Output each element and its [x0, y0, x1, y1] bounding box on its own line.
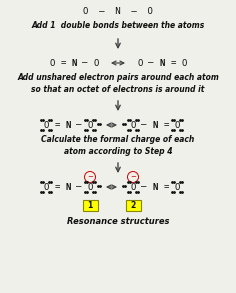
- Text: N: N: [152, 183, 158, 192]
- Text: N: N: [71, 59, 77, 67]
- Text: —: —: [141, 120, 147, 130]
- Text: Resonance structures: Resonance structures: [67, 217, 169, 226]
- Text: —: —: [76, 120, 82, 130]
- Text: O  —  N  —  O: O — N — O: [83, 8, 153, 16]
- Text: N: N: [65, 183, 71, 192]
- Text: Calculate the formal charge of each: Calculate the formal charge of each: [41, 135, 195, 144]
- Text: =: =: [54, 183, 60, 192]
- Text: −: −: [87, 174, 93, 180]
- Text: O: O: [87, 183, 93, 192]
- Text: 2: 2: [130, 200, 136, 209]
- Text: =: =: [60, 59, 66, 67]
- Text: —: —: [76, 183, 82, 192]
- Text: so that an octet of electrons is around it: so that an octet of electrons is around …: [31, 84, 205, 93]
- Text: =: =: [163, 120, 169, 130]
- Text: N: N: [159, 59, 165, 67]
- Text: =: =: [170, 59, 176, 67]
- FancyBboxPatch shape: [126, 200, 140, 210]
- Text: 1: 1: [87, 200, 93, 209]
- Text: O: O: [130, 183, 136, 192]
- Text: O: O: [49, 59, 55, 67]
- Text: atom according to Step 4: atom according to Step 4: [64, 146, 172, 156]
- Text: O: O: [130, 120, 136, 130]
- Text: O: O: [181, 59, 187, 67]
- Text: Add unshared electron pairs around each atom: Add unshared electron pairs around each …: [17, 74, 219, 83]
- Text: −: −: [130, 174, 136, 180]
- Text: O: O: [43, 120, 49, 130]
- Text: —: —: [141, 183, 147, 192]
- Text: O: O: [174, 120, 180, 130]
- Text: =: =: [54, 120, 60, 130]
- Text: —: —: [82, 59, 88, 67]
- Text: —: —: [148, 59, 154, 67]
- Text: N: N: [152, 120, 158, 130]
- Text: O: O: [137, 59, 143, 67]
- Text: O: O: [174, 183, 180, 192]
- Text: O: O: [43, 183, 49, 192]
- Text: =: =: [163, 183, 169, 192]
- Text: O: O: [87, 120, 93, 130]
- Text: Add 1  double bonds between the atoms: Add 1 double bonds between the atoms: [31, 21, 205, 30]
- Text: O: O: [93, 59, 99, 67]
- FancyBboxPatch shape: [83, 200, 97, 210]
- Text: N: N: [65, 120, 71, 130]
